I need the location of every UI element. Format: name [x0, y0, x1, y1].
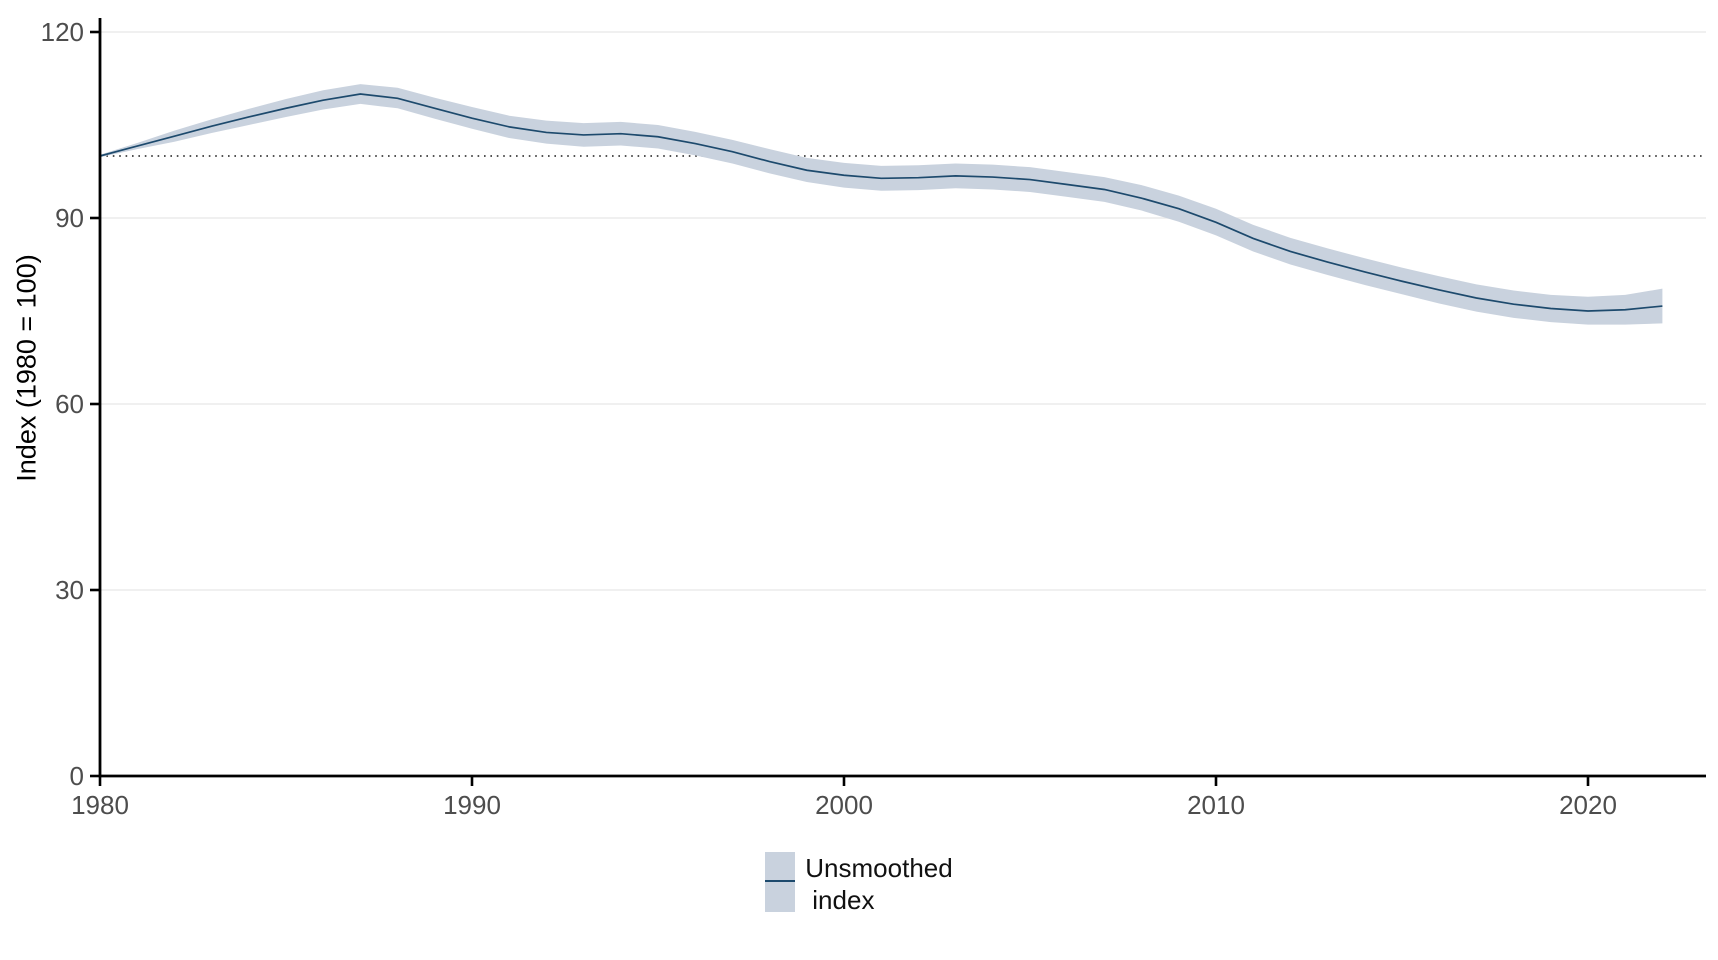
index-line	[99, 93, 1663, 312]
y-tick-label-120: 120	[41, 17, 84, 47]
x-tick-label-2000: 2000	[815, 790, 873, 820]
confidence-band	[100, 84, 1663, 325]
y-tick-label-60: 60	[55, 389, 84, 419]
y-tick-label-90: 90	[55, 203, 84, 233]
x-tick-label-2010: 2010	[1187, 790, 1245, 820]
legend: Unsmoothed index	[0, 852, 1718, 916]
x-tick-label-1980: 1980	[71, 790, 129, 820]
legend-label: Unsmoothed index	[805, 852, 952, 916]
legend-line-swatch	[765, 880, 796, 882]
legend-label-line2: index	[812, 885, 875, 915]
y-tick-label-0: 0	[70, 761, 84, 791]
legend-label-line1: Unsmoothed	[805, 853, 953, 883]
y-axis-title: Index (1980 = 100)	[11, 254, 42, 482]
y-tick-label-30: 30	[55, 575, 84, 605]
x-tick-label-1990: 1990	[443, 790, 501, 820]
legend-band-swatch	[765, 852, 796, 912]
x-tick-label-2020: 2020	[1559, 790, 1617, 820]
